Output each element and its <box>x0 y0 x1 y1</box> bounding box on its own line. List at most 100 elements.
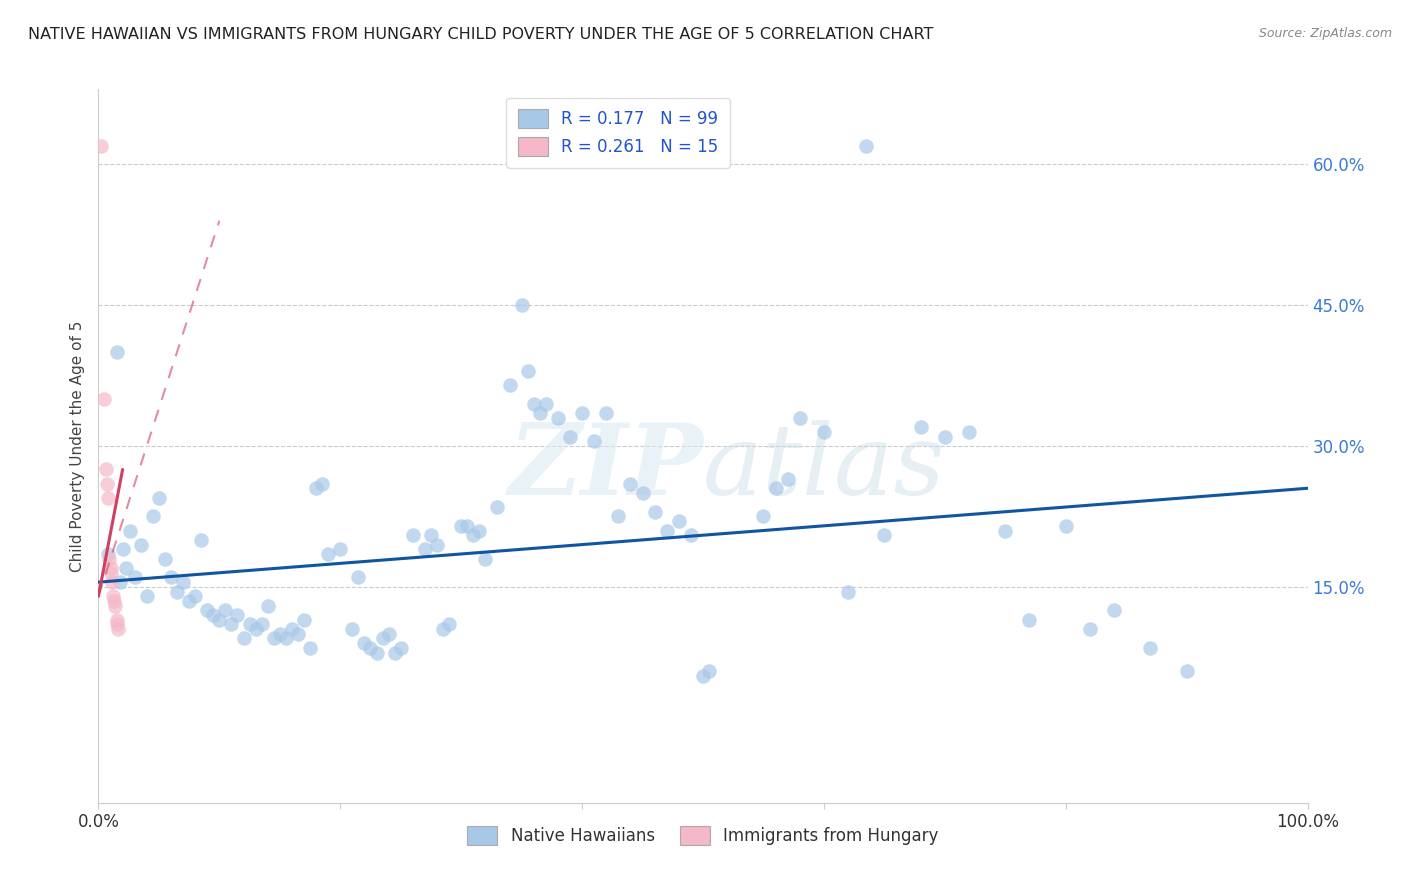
Point <box>1102 603 1125 617</box>
Point <box>93 392 115 406</box>
Point <box>426 538 449 552</box>
Point <box>115 561 138 575</box>
Point <box>190 533 212 547</box>
Point <box>366 646 388 660</box>
Point <box>855 138 877 153</box>
Point <box>108 575 131 590</box>
Point <box>486 500 509 514</box>
Point <box>516 364 538 378</box>
Point <box>450 518 472 533</box>
Point <box>148 491 170 505</box>
Point <box>644 505 666 519</box>
Point <box>195 603 218 617</box>
Point <box>595 406 617 420</box>
Point <box>910 420 932 434</box>
Point <box>837 584 859 599</box>
Point <box>534 397 557 411</box>
Point <box>377 627 399 641</box>
Point <box>402 528 425 542</box>
Point <box>105 617 128 632</box>
Point <box>124 570 146 584</box>
Point <box>523 397 546 411</box>
Text: NATIVE HAWAIIAN VS IMMIGRANTS FROM HUNGARY CHILD POVERTY UNDER THE AGE OF 5 CORR: NATIVE HAWAIIAN VS IMMIGRANTS FROM HUNGA… <box>28 27 934 42</box>
Point <box>226 607 249 622</box>
Point <box>571 406 593 420</box>
Point <box>384 646 406 660</box>
Point <box>274 632 297 646</box>
Point <box>166 584 188 599</box>
Point <box>263 632 285 646</box>
Text: ZIP: ZIP <box>508 419 703 516</box>
Point <box>510 298 533 312</box>
Text: Source: ZipAtlas.com: Source: ZipAtlas.com <box>1258 27 1392 40</box>
Point <box>558 429 581 443</box>
Point <box>934 429 956 443</box>
Point <box>957 425 980 439</box>
Point <box>90 138 112 153</box>
Point <box>232 632 254 646</box>
Point <box>214 603 236 617</box>
Point <box>135 589 157 603</box>
Point <box>97 491 120 505</box>
Point <box>316 547 339 561</box>
Point <box>1139 640 1161 655</box>
Point <box>353 636 375 650</box>
Point <box>94 462 117 476</box>
Point <box>468 524 491 538</box>
Point <box>105 613 128 627</box>
Point <box>420 528 443 542</box>
Point <box>607 509 630 524</box>
Point <box>583 434 606 449</box>
Point <box>776 472 799 486</box>
Point <box>153 551 176 566</box>
Point <box>100 561 122 575</box>
Point <box>239 617 262 632</box>
Point <box>118 524 141 538</box>
Point <box>655 524 678 538</box>
Point <box>679 528 702 542</box>
Point <box>765 481 787 495</box>
Point <box>97 547 120 561</box>
Point <box>1054 518 1077 533</box>
Point <box>413 542 436 557</box>
Point <box>389 640 412 655</box>
Point <box>994 524 1017 538</box>
Point <box>208 613 231 627</box>
Point <box>202 607 225 622</box>
Point <box>256 599 278 613</box>
Point <box>631 486 654 500</box>
Point <box>619 476 641 491</box>
Point <box>292 613 315 627</box>
Point <box>529 406 551 420</box>
Point <box>281 622 304 636</box>
Point <box>360 640 382 655</box>
Point <box>347 570 370 584</box>
Point <box>172 575 194 590</box>
Point <box>1175 665 1198 679</box>
Point <box>104 599 127 613</box>
Point <box>311 476 333 491</box>
Point <box>250 617 273 632</box>
Point <box>101 589 124 603</box>
Point <box>111 542 134 557</box>
Point <box>107 622 129 636</box>
Point <box>142 509 165 524</box>
Point <box>98 551 121 566</box>
Point <box>342 622 364 636</box>
Point <box>463 528 485 542</box>
Point <box>697 665 720 679</box>
Point <box>100 575 122 590</box>
Point <box>813 425 835 439</box>
Point <box>474 551 496 566</box>
Point <box>789 410 811 425</box>
Point <box>179 594 201 608</box>
Point <box>129 538 152 552</box>
Point <box>1078 622 1101 636</box>
Point <box>103 594 125 608</box>
Point <box>371 632 394 646</box>
Point <box>873 528 896 542</box>
Point <box>96 476 118 491</box>
Y-axis label: Child Poverty Under the Age of 5: Child Poverty Under the Age of 5 <box>69 320 84 572</box>
Point <box>752 509 775 524</box>
Point <box>287 627 309 641</box>
